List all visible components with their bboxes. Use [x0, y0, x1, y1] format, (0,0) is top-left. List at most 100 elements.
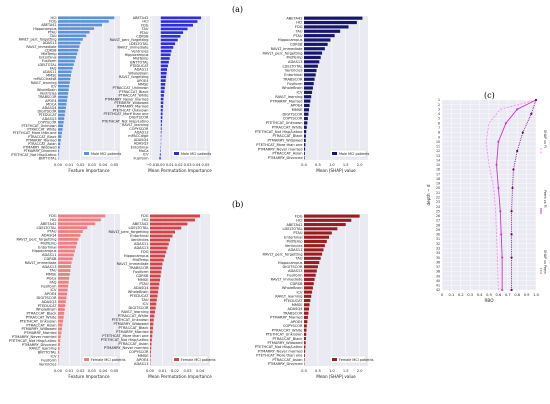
bar [150, 263, 163, 266]
x-tick-label: 0.02 [175, 163, 183, 167]
bar [58, 359, 59, 362]
x-tick-label: 0.0 [301, 163, 307, 167]
bar [58, 289, 68, 292]
bar [161, 31, 183, 34]
bar [58, 53, 77, 56]
x-tick-label: 0.04 [99, 369, 108, 373]
x-tick-label: 0.2 [458, 293, 464, 297]
bar [58, 103, 66, 106]
bar [161, 68, 167, 71]
bar [161, 35, 181, 38]
bar [150, 231, 175, 234]
bar [58, 292, 67, 295]
bar [304, 253, 322, 256]
y-tick-label: 42 [436, 288, 440, 292]
bar [58, 238, 78, 241]
bar [150, 311, 155, 314]
bar [304, 269, 317, 272]
bar [58, 226, 87, 229]
x-tick-label: 0.05 [202, 163, 210, 167]
bar [161, 90, 165, 93]
y-tick-label: 24 [436, 205, 440, 209]
bar [304, 113, 308, 116]
bar [58, 285, 68, 288]
bar [161, 42, 175, 45]
y-tick-label: 26 [436, 214, 440, 218]
x-tick-label: 0.5 [486, 293, 492, 297]
bar [58, 300, 66, 303]
bar [304, 60, 319, 63]
x-axis-label: Feature Importance [68, 168, 110, 173]
bar [150, 287, 159, 290]
bar [304, 295, 311, 298]
bar [304, 86, 313, 89]
bar [58, 60, 75, 63]
bar [150, 307, 156, 310]
bar [58, 27, 94, 30]
bar [150, 335, 152, 338]
bar [58, 146, 60, 149]
y-tick-label: 32 [436, 242, 440, 246]
bar [304, 152, 305, 155]
bar [58, 308, 65, 311]
bar [58, 153, 59, 156]
bar [161, 87, 165, 90]
y-tick-label: 5 [438, 117, 440, 121]
bar [58, 85, 69, 88]
bar [58, 351, 59, 354]
bar [160, 153, 161, 156]
x-tick-label: 0.01 [65, 163, 73, 167]
x-tick-label: 0.02 [77, 369, 85, 373]
bar [58, 328, 62, 331]
bar [161, 50, 172, 53]
y-tick-label: 8 [438, 131, 440, 135]
bar [58, 24, 102, 27]
y-tick-label: 6 [438, 121, 440, 125]
bar [150, 315, 154, 318]
x-tick-label: 0.01 [166, 163, 174, 167]
bar [58, 230, 83, 233]
bar [161, 17, 201, 20]
bar [58, 343, 60, 346]
bar [58, 121, 64, 124]
x-tick-label: 0.00 [54, 369, 63, 373]
bar [161, 98, 164, 101]
bar [58, 331, 61, 334]
bar [304, 227, 337, 230]
bar [161, 39, 178, 42]
x-axis-label: Mean |SHAP| value [316, 168, 356, 173]
legend-label: Female MCI patients [181, 358, 216, 362]
bar [58, 143, 60, 146]
bar [58, 56, 76, 59]
x-tick-label: 0.00 [157, 163, 166, 167]
bar [58, 17, 114, 20]
x-tick-label: 0 [441, 293, 444, 297]
bar [161, 131, 162, 134]
x-tick-label: 0.05 [110, 163, 118, 167]
bar [304, 100, 310, 103]
x-tick-label: 1.0 [533, 293, 539, 297]
y-tick-label: 19 [436, 182, 440, 186]
bar [304, 320, 307, 323]
bar [304, 265, 318, 268]
x-tick-label: 0.4 [477, 293, 483, 297]
x-tick-label: 1.0 [329, 369, 335, 373]
bar [304, 316, 308, 319]
bar [161, 83, 165, 86]
bar [150, 227, 181, 230]
bar [304, 139, 306, 142]
y-tick-label: 20 [436, 186, 440, 190]
series-point [510, 210, 512, 212]
bar [150, 279, 160, 282]
bar [161, 72, 167, 75]
bar [304, 104, 310, 107]
bar [304, 236, 329, 239]
bar [58, 324, 63, 327]
bar [58, 246, 76, 249]
x-axis-label: Feature Importance [68, 374, 110, 379]
bar [304, 291, 312, 294]
bar [58, 110, 65, 113]
panel-label-c: (c) [484, 91, 495, 100]
bar [150, 295, 158, 298]
series-point [510, 233, 512, 235]
